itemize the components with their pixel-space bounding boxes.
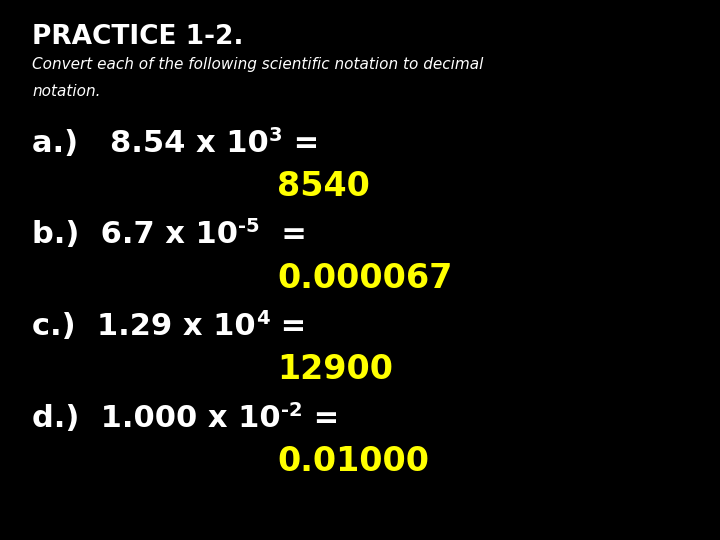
Text: 12900: 12900 [277,353,393,387]
Text: notation.: notation. [32,84,101,99]
Text: 0.000067: 0.000067 [277,261,453,295]
Text: 4: 4 [256,309,270,328]
Text: 3: 3 [269,126,283,145]
Text: a.)   8.54 x 10: a.) 8.54 x 10 [32,129,269,158]
Text: Convert each of the following scientific notation to decimal: Convert each of the following scientific… [32,57,484,72]
Text: =: = [260,220,307,249]
Text: -2: -2 [281,401,302,420]
Text: =: = [270,312,306,341]
Text: PRACTICE 1-2.: PRACTICE 1-2. [32,24,244,50]
Text: 8540: 8540 [277,170,370,203]
Text: =: = [283,129,319,158]
Text: d.)  1.000 x 10: d.) 1.000 x 10 [32,404,281,433]
Text: b.)  6.7 x 10: b.) 6.7 x 10 [32,220,238,249]
Text: 0.01000: 0.01000 [277,445,429,478]
Text: =: = [302,404,339,433]
Text: c.)  1.29 x 10: c.) 1.29 x 10 [32,312,256,341]
Text: -5: -5 [238,218,260,237]
